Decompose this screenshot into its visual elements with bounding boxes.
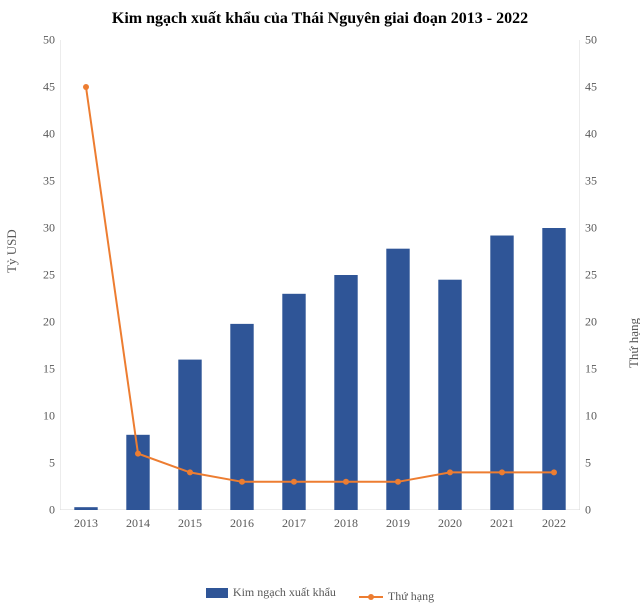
y-left-tick: 0 (25, 503, 55, 518)
y-left-tick: 40 (25, 127, 55, 142)
y-right-tick: 20 (585, 315, 615, 330)
legend-bar-swatch (206, 588, 228, 598)
line-marker (135, 451, 141, 457)
line-marker (239, 479, 245, 485)
y-left-tick: 5 (25, 456, 55, 471)
bar (126, 435, 149, 510)
y-right-tick: 5 (585, 456, 615, 471)
bar (542, 228, 565, 510)
x-tick: 2022 (542, 516, 566, 531)
y-axis-left-label: Tỷ USD (4, 229, 20, 273)
bar (282, 294, 305, 510)
bar (490, 236, 513, 510)
chart-title: Kim ngạch xuất khẩu của Thái Nguyên giai… (0, 0, 640, 28)
x-tick: 2017 (282, 516, 306, 531)
y-left-tick: 50 (25, 33, 55, 48)
y-left-tick: 25 (25, 268, 55, 283)
bar (178, 360, 201, 510)
y-left-tick: 20 (25, 315, 55, 330)
x-tick: 2019 (386, 516, 410, 531)
y-right-tick: 0 (585, 503, 615, 518)
bar (74, 507, 97, 510)
legend-bar-label: Kim ngạch xuất khẩu (233, 585, 336, 600)
legend: Kim ngạch xuất khẩu Thứ hạng (0, 585, 640, 604)
y-right-tick: 25 (585, 268, 615, 283)
line-marker (187, 469, 193, 475)
legend-item-bars: Kim ngạch xuất khẩu (206, 585, 336, 600)
y-right-tick: 10 (585, 409, 615, 424)
line-marker (499, 469, 505, 475)
line-series (86, 87, 554, 482)
plot-svg (60, 40, 580, 510)
x-tick: 2014 (126, 516, 150, 531)
line-marker (551, 469, 557, 475)
y-right-tick: 30 (585, 221, 615, 236)
y-left-tick: 45 (25, 80, 55, 95)
line-marker (395, 479, 401, 485)
y-right-tick: 45 (585, 80, 615, 95)
chart-area: 0510152025303540455005101520253035404550… (60, 40, 580, 530)
y-left-tick: 30 (25, 221, 55, 236)
legend-item-line: Thứ hạng (359, 589, 434, 604)
bar (334, 275, 357, 510)
y-left-tick: 10 (25, 409, 55, 424)
y-right-tick: 50 (585, 33, 615, 48)
bar (386, 249, 409, 510)
y-right-tick: 40 (585, 127, 615, 142)
x-tick: 2013 (74, 516, 98, 531)
line-marker (83, 84, 89, 90)
x-tick: 2016 (230, 516, 254, 531)
line-marker (291, 479, 297, 485)
x-tick: 2015 (178, 516, 202, 531)
y-left-tick: 15 (25, 362, 55, 377)
y-right-tick: 15 (585, 362, 615, 377)
y-axis-right-label: Thứ hạng (626, 318, 640, 368)
legend-line-label: Thứ hạng (388, 589, 434, 604)
y-left-tick: 35 (25, 174, 55, 189)
y-right-tick: 35 (585, 174, 615, 189)
x-tick: 2018 (334, 516, 358, 531)
x-tick: 2020 (438, 516, 462, 531)
bar (438, 280, 461, 510)
legend-line-swatch (359, 596, 383, 598)
line-marker (447, 469, 453, 475)
line-marker (343, 479, 349, 485)
x-tick: 2021 (490, 516, 514, 531)
